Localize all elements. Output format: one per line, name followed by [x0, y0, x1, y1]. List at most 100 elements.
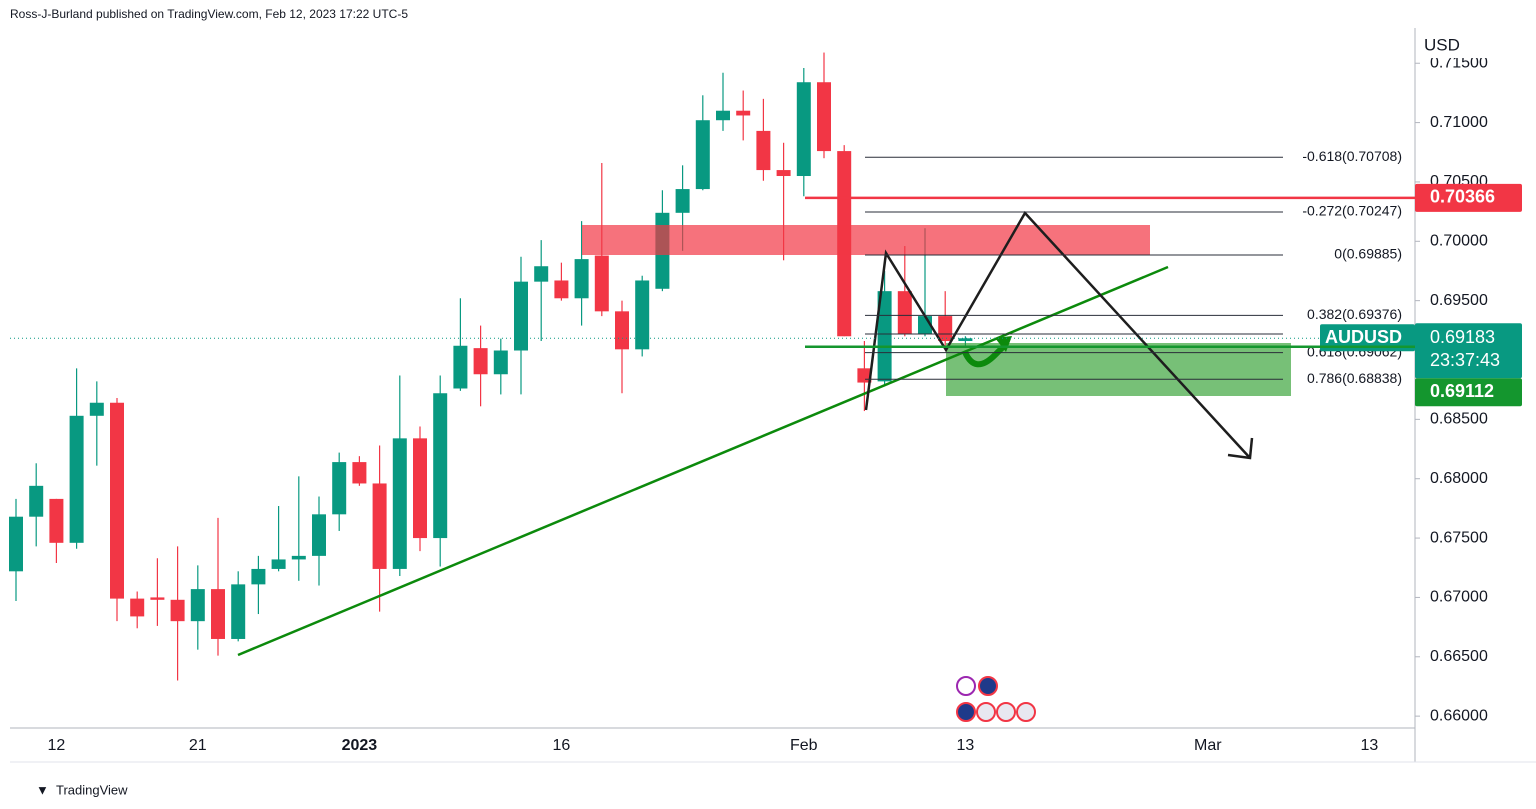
- fib-label: -0.618(0.70708): [1302, 148, 1402, 164]
- candle-body: [352, 462, 367, 484]
- bounce-arrow: [962, 342, 1008, 368]
- y-tick-label: 0.66500: [1430, 648, 1488, 665]
- x-tick-label: 13: [1361, 737, 1379, 754]
- y-tick-label: 0.68000: [1430, 470, 1488, 487]
- candle-body: [453, 345, 468, 389]
- currency-bg: [1418, 34, 1518, 58]
- candle-body: [877, 291, 892, 382]
- candle-body: [110, 402, 124, 599]
- y-tick-label: 0.67000: [1430, 589, 1488, 606]
- x-tick-label: 16: [553, 737, 571, 754]
- candle-body: [615, 311, 629, 350]
- candle-body: [49, 498, 64, 543]
- price-badge-label: 0.69112: [1430, 381, 1494, 401]
- x-tick-label: 21: [189, 737, 207, 754]
- fib-label: 0.786(0.68838): [1307, 370, 1402, 386]
- event-icon: [956, 702, 976, 722]
- candle-body: [332, 462, 347, 515]
- candle-body: [554, 280, 569, 299]
- candle-body: [473, 348, 488, 375]
- fib-label: 0(0.69885): [1334, 246, 1402, 262]
- candle-body: [170, 599, 185, 622]
- candle-body: [514, 281, 528, 351]
- y-tick-label: 0.67500: [1430, 529, 1488, 546]
- candle-body: [574, 259, 589, 299]
- event-icon: [996, 702, 1016, 722]
- price-badge: [1415, 183, 1522, 212]
- candle-body: [413, 438, 427, 539]
- candle-body: [817, 82, 831, 152]
- candle-body: [211, 589, 225, 639]
- last-price-badge: [1415, 323, 1522, 379]
- event-icon: [1016, 702, 1036, 722]
- footer-logo: ▼: [36, 782, 49, 797]
- candles: [9, 52, 973, 681]
- price-badge-label: 0.70366: [1430, 187, 1495, 207]
- support-zone: [946, 343, 1291, 396]
- candle-body: [897, 291, 912, 334]
- drawings: [237, 210, 1291, 722]
- candle-body: [958, 338, 973, 342]
- candle-body: [736, 110, 751, 116]
- candle-body: [251, 568, 266, 585]
- candle-body: [271, 559, 286, 569]
- candle-body: [312, 514, 326, 556]
- symbol-label: AUDUSD: [1325, 327, 1402, 347]
- header: Ross-J-Burland published on TradingView.…: [10, 7, 408, 21]
- ticks: 0.66000 0.66500 0.67000 0.67500 0.68000 0.685…: [48, 54, 1488, 754]
- event-icon: [978, 676, 998, 696]
- candle-body: [69, 415, 84, 543]
- x-tick-label: 12: [48, 737, 66, 754]
- candle-body: [291, 555, 306, 560]
- x-tick-label: Feb: [790, 737, 818, 754]
- candle-body: [594, 255, 609, 312]
- resistance-zone: [582, 225, 1150, 255]
- countdown-label: 23:37:43: [1430, 350, 1500, 370]
- candle-body: [756, 130, 771, 171]
- candle-body: [433, 393, 448, 539]
- y-tick-label: 0.69500: [1430, 292, 1488, 309]
- candle-body: [29, 485, 44, 517]
- candle-body: [695, 120, 710, 190]
- candle-body: [190, 589, 205, 622]
- candle-body: [635, 280, 650, 350]
- projection-arrowhead: [1227, 437, 1254, 460]
- fib-label: -0.272(0.70247): [1302, 203, 1402, 219]
- candle-body: [150, 597, 165, 600]
- fib-label: 0.382(0.69376): [1307, 306, 1402, 322]
- currency: USD: [1424, 35, 1460, 54]
- candle-body: [776, 170, 791, 177]
- x-tick-label: Mar: [1194, 737, 1222, 754]
- candle-body: [675, 189, 690, 213]
- candle-body: [231, 584, 246, 639]
- event-icon: [956, 676, 976, 696]
- candle-body: [716, 110, 730, 121]
- y-tick-label: 0.71000: [1430, 114, 1488, 131]
- footer: TradingView: [56, 782, 128, 797]
- candle-body: [372, 483, 387, 569]
- x-tick-label: 13: [957, 737, 975, 754]
- candle-body: [796, 82, 811, 177]
- candle-body: [130, 598, 145, 617]
- candle-body: [9, 516, 23, 572]
- last-price-label: 0.69183: [1430, 327, 1495, 347]
- trendline: [237, 265, 1169, 657]
- event-icon: [976, 702, 996, 722]
- projection-path: [864, 210, 1251, 459]
- candle-body: [938, 316, 953, 342]
- price-badge: [1415, 378, 1522, 407]
- candle-body: [392, 438, 407, 569]
- symbol-badge: [1320, 324, 1415, 352]
- y-tick-label: 0.71500: [1430, 54, 1488, 71]
- labels: -0.618(0.70708) -0.272(0.70247) 0(0.69885)…: [10, 148, 1522, 407]
- y-tick-label: 0.70000: [1430, 233, 1488, 250]
- candle-body: [534, 266, 549, 282]
- candle-body: [493, 350, 508, 375]
- x-tick-label: 2023: [342, 737, 378, 754]
- candle-body: [89, 402, 104, 416]
- bounce-arrowhead: [995, 336, 1012, 352]
- y-tick-label: 0.66000: [1430, 707, 1488, 724]
- y-tick-label: 0.68500: [1430, 411, 1488, 428]
